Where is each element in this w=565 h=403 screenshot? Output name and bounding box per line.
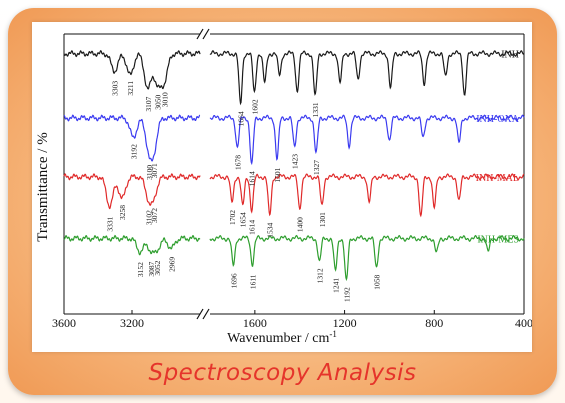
peak-label: 1614 [248, 171, 257, 186]
spectrum-line-high [63, 234, 201, 256]
peak-label: 1501 [273, 167, 282, 182]
series-inh-mes: INH-MES [63, 234, 525, 282]
series-name-label: INH-MES [477, 234, 519, 245]
spectrum-line-low [209, 114, 525, 166]
peak-label: 1696 [229, 273, 238, 288]
spectrum-line-high [63, 114, 201, 162]
peak-label: 1058 [372, 274, 381, 289]
peak-label: 3331 [106, 216, 115, 231]
peak-label: 1301 [318, 212, 327, 227]
peak-label: 1327 [312, 160, 321, 175]
caption-title: Spectroscopy Analysis [148, 360, 417, 386]
x-tick-label: 800 [425, 316, 443, 330]
x-tick-label: 400 [515, 316, 532, 330]
x-tick-label: 3200 [120, 316, 144, 330]
peak-label: 1664 [237, 111, 246, 126]
peak-label: 3100 [145, 165, 154, 180]
spectrum-line-low [209, 234, 525, 282]
plot-frame [63, 28, 525, 320]
peak-label: 3107 [144, 96, 153, 111]
peak-label: 1702 [228, 210, 237, 225]
peak-label: 1654 [239, 212, 248, 227]
series-name-label: INH-MAL [476, 173, 519, 184]
axis-break-mark [196, 308, 204, 320]
peak-label: 3192 [129, 144, 138, 159]
spectrum-line-low [209, 49, 525, 106]
spectra-series: INH INH-OXA INH-MAL INH-MES [63, 49, 525, 282]
peak-label: 3258 [118, 205, 127, 220]
series-inh-oxa: INH-OXA [63, 114, 525, 166]
peak-label: 3010 [160, 92, 169, 107]
series-inh: INH [63, 49, 525, 106]
peak-label: 1614 [248, 220, 257, 235]
peak-label: 3152 [136, 262, 145, 277]
peak-label: 1241 [331, 278, 340, 293]
peak-label: 1602 [250, 99, 259, 114]
y-axis-label: Transmittance / % [35, 132, 51, 241]
peak-label: 1534 [266, 222, 275, 237]
peak-label: 3052 [153, 260, 162, 275]
slide-card: INH INH-OXA INH-MAL INH-MES 3303 3211 3107 305… [8, 8, 557, 395]
peak-label: 3050 [153, 94, 162, 109]
peak-label: 1678 [233, 155, 242, 170]
peak-label: 1423 [291, 154, 300, 169]
axis-break-mark-top [202, 28, 210, 40]
peak-label: 1331 [311, 102, 320, 117]
peak-label: 1312 [315, 268, 324, 283]
peak-label: 3211 [126, 81, 135, 96]
peak-label: 3087 [147, 261, 156, 276]
peak-label: 3303 [110, 81, 119, 96]
peak-label: 1400 [296, 217, 305, 232]
x-tick-label: 3600 [52, 316, 76, 330]
series-inh-mal: INH-MAL [63, 173, 525, 218]
spectrum-line-low [209, 173, 525, 218]
peak-label: 1192 [342, 287, 351, 302]
peak-label: 1611 [248, 274, 257, 289]
peak-label: 3102 [145, 210, 154, 225]
peak-label: 2969 [167, 257, 176, 272]
axis-break-mark-top [196, 28, 204, 40]
peak-label: 3072 [150, 208, 159, 223]
spectrum-line-high [63, 173, 201, 210]
series-name-label: INH-OXA [476, 114, 520, 125]
x-tick-label: 1200 [333, 316, 357, 330]
series-name-label: INH [501, 50, 519, 61]
ftir-chart-panel: INH INH-OXA INH-MAL INH-MES 3303 3211 3107 305… [32, 22, 533, 352]
x-tick-label: 1600 [243, 316, 267, 330]
x-axis-label: Wavenumber / cm-1 [227, 329, 337, 346]
x-axis: 3600 3200 1600 1200 800 400 [52, 310, 533, 330]
spectrum-line-high [63, 49, 201, 90]
peak-label: 3071 [150, 163, 159, 178]
axis-break-mark [202, 308, 210, 320]
